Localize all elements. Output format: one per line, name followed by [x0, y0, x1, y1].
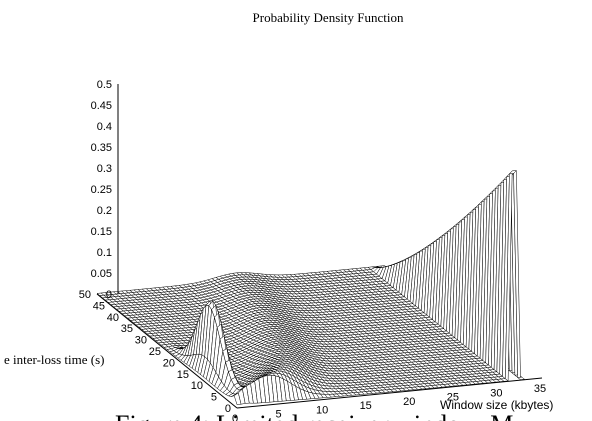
y-tick-25: 25	[149, 346, 161, 358]
x-tick-0: 0	[232, 413, 238, 421]
figure-caption: Figure 4: Limited receiver window. M	[115, 410, 513, 421]
y-tick-45: 45	[93, 300, 105, 312]
y-tick-30: 30	[135, 335, 147, 347]
x-tick-5: 5	[276, 409, 282, 421]
x-tick-10: 10	[316, 404, 328, 416]
z-tick-0.1: 0.1	[97, 247, 112, 259]
z-tick-0.25: 0.25	[91, 184, 112, 196]
axes	[96, 84, 543, 409]
z-tick-0.05: 0.05	[91, 268, 112, 280]
y-tick-40: 40	[107, 312, 119, 324]
x-tick-20: 20	[403, 396, 415, 408]
y-tick-35: 35	[121, 323, 133, 335]
x-tick-25: 25	[447, 392, 459, 404]
y-axis-line	[96, 293, 238, 409]
x-tick-30: 30	[490, 387, 502, 399]
x-tick-15: 15	[360, 400, 372, 412]
z-tick-0.15: 0.15	[91, 226, 112, 238]
z-tick-0.2: 0.2	[97, 205, 112, 217]
z-tick-0.3: 0.3	[97, 163, 112, 175]
y-tick-15: 15	[177, 369, 189, 381]
z-tick-0.45: 0.45	[91, 100, 112, 112]
chart-title: Probability Density Function	[253, 10, 404, 25]
x-axis-label: Window size (kbytes)	[440, 398, 553, 412]
z-tick-0.5: 0.5	[97, 79, 112, 91]
y-axis-label: e inter-loss time (s)	[4, 352, 104, 367]
surface-cell-3499	[517, 376, 526, 380]
y-tick-0: 0	[225, 403, 231, 415]
y-tick-5: 5	[211, 392, 217, 404]
x-tick-35: 35	[534, 383, 546, 395]
surface-mesh	[96, 169, 526, 405]
z-tick-0.4: 0.4	[97, 121, 112, 133]
y-tick-50: 50	[79, 289, 91, 301]
z-tick-0.35: 0.35	[91, 142, 112, 154]
x-axis-line	[236, 377, 543, 409]
z-tick-0: 0	[106, 289, 112, 301]
y-tick-20: 20	[163, 357, 175, 369]
y-tick-10: 10	[191, 380, 203, 392]
